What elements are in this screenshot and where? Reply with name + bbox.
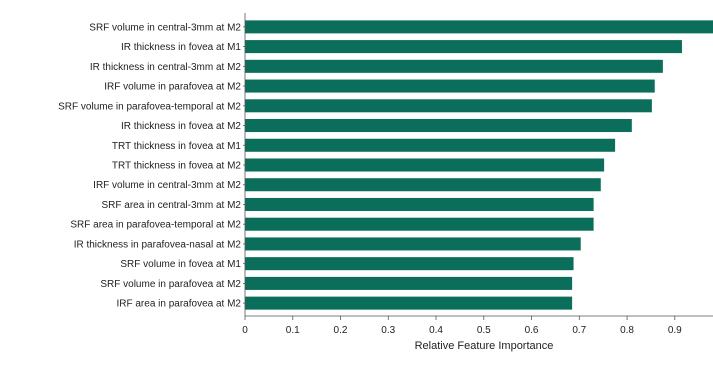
category-label: TRT thickness in fovea at M1: [112, 141, 242, 152]
category-label: IR thickness in fovea at M1: [121, 42, 241, 53]
category-label: SRF volume in central-3mm at M2: [89, 22, 241, 33]
x-tick-label: 0.8: [620, 325, 634, 336]
category-label: IRF volume in central-3mm at M2: [93, 180, 241, 191]
category-label: SRF volume in parafovea at M2: [100, 279, 241, 290]
bar: [245, 79, 655, 93]
x-ticks-layer: 0 0.1 0.2 0.3 0.4 0.5 0.6 0.7 0.8 0.9: [242, 26, 682, 336]
bar: [245, 158, 605, 172]
category-label: SRF volume in fovea at M1: [120, 259, 241, 270]
x-tick-label: 0.7: [572, 325, 586, 336]
axes-layer: [244, 13, 713, 317]
x-axis-title: Relative Feature Importance: [415, 340, 554, 352]
x-tick-label: 0.4: [429, 325, 443, 336]
bar: [245, 138, 616, 152]
category-label: TRT thickness in fovea at M2: [112, 161, 242, 172]
bar: [245, 197, 594, 211]
x-tick-label: 0.3: [381, 325, 395, 336]
category-label: IRF volume in parafovea at M2: [104, 82, 241, 93]
category-label: IR thickness in fovea at M2: [121, 121, 241, 132]
bar: [245, 257, 574, 271]
category-label: SRF area in parafovea-temporal at M2: [70, 220, 241, 231]
x-tick-label: 0.1: [286, 325, 300, 336]
bar: [245, 296, 573, 310]
category-label: IR thickness in central-3mm at M2: [90, 62, 242, 73]
x-tick-label: 0: [242, 325, 248, 336]
bar: [245, 217, 594, 231]
category-label: SRF volume in parafovea-temporal at M2: [58, 101, 241, 112]
bar: [245, 178, 601, 192]
bar: [245, 119, 632, 133]
category-label: IR thickness in parafovea-nasal at M2: [74, 239, 242, 250]
x-tick-label: 0.6: [525, 325, 539, 336]
bar: [245, 40, 682, 54]
bars-layer: [245, 20, 713, 310]
category-labels-layer: SRF volume in central-3mm at M2 IR thickn…: [58, 22, 241, 309]
bar: [245, 99, 652, 113]
x-tick-label: 0.5: [477, 325, 491, 336]
bar: [245, 276, 573, 290]
category-label: SRF area in central-3mm at M2: [102, 200, 242, 211]
bar: [245, 59, 663, 73]
bar: [245, 237, 581, 251]
x-tick-label: 0.9: [668, 325, 682, 336]
category-label: IRF area in parafovea at M2: [116, 299, 241, 310]
bar: [245, 20, 713, 34]
x-tick-label: 0.2: [334, 325, 348, 336]
